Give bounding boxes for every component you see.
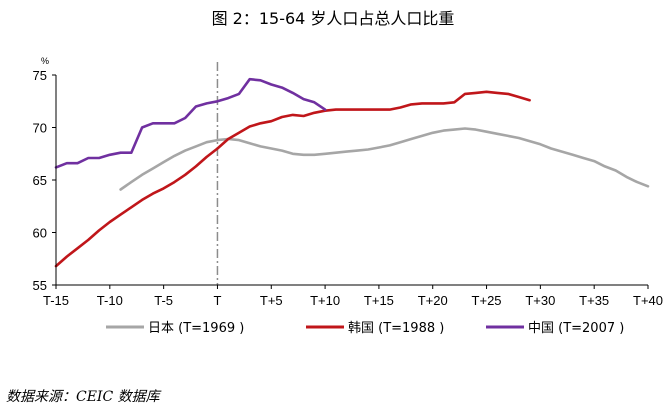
- chart-title: 图 2：15-64 岁人口占总人口比重: [212, 9, 455, 28]
- y-tick-label: 55: [33, 278, 47, 293]
- y-tick-label: 70: [33, 121, 47, 136]
- series-line-1: [54, 90, 531, 268]
- source-note: 数据来源：CEIC 数据库: [6, 389, 162, 405]
- legend-label-0: 日本 (T=1969 ): [148, 321, 244, 336]
- x-tick-label: T+25: [472, 293, 502, 308]
- y-tick-label: 60: [33, 226, 47, 241]
- x-tick-label: T-5: [154, 293, 173, 308]
- y-tick-label: 65: [33, 173, 47, 188]
- y-tick-label: 75: [33, 68, 47, 83]
- legend: 日本 (T=1969 ) 韩国 (T=1988 ) 中国 (T=2007 ): [106, 321, 624, 336]
- x-tick-label: T-15: [43, 293, 69, 308]
- x-tick-label: T+30: [525, 293, 555, 308]
- x-tick-group: T-15 T-10 T-5 T T+5 T+10 T+15 T+20 T+25 T+30 T+35 T…: [43, 285, 663, 308]
- series-group: [54, 77, 650, 268]
- x-tick-label: T: [213, 293, 221, 308]
- x-tick-label: T+15: [364, 293, 394, 308]
- series-line-2: [54, 77, 327, 169]
- x-tick-label: T-10: [97, 293, 123, 308]
- y-axis-unit: %: [41, 56, 49, 66]
- x-tick-label: T+35: [579, 293, 609, 308]
- x-tick-label: T+10: [310, 293, 340, 308]
- legend-label-1: 韩国 (T=1988 ): [348, 321, 444, 336]
- legend-label-2: 中国 (T=2007 ): [528, 321, 624, 336]
- x-tick-label: T+5: [260, 293, 283, 308]
- series-line-0: [119, 127, 650, 191]
- y-tick-group: 55 60 65 70 75: [33, 68, 56, 293]
- x-tick-label: T+40: [633, 293, 663, 308]
- x-tick-label: T+20: [418, 293, 448, 308]
